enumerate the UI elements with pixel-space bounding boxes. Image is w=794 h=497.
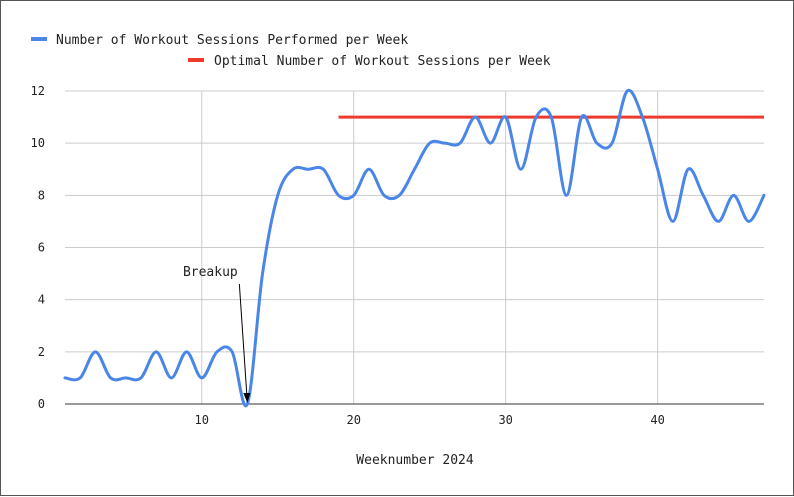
y-tick-label-0: 0 <box>38 397 45 411</box>
legend-label-optimal: Optimal Number of Workout Sessions per W… <box>214 54 551 69</box>
x-axis-title: Weeknumber 2024 <box>356 453 474 468</box>
legend-swatch-sessions <box>31 37 47 41</box>
y-axis-ticks: 0 2 4 6 8 10 12 <box>31 84 45 411</box>
legend-entry-optimal: Optimal Number of Workout Sessions per W… <box>188 54 551 69</box>
y-tick-label-6: 6 <box>38 241 45 255</box>
x-tick-label-10: 10 <box>195 413 209 427</box>
series-lines <box>65 90 764 406</box>
x-axis-ticks: 10 20 30 40 <box>195 413 665 427</box>
x-tick-label-20: 20 <box>346 413 360 427</box>
annotation-breakup-arrow <box>239 284 247 395</box>
x-tick-label-30: 30 <box>498 413 512 427</box>
y-tick-label-4: 4 <box>38 293 45 307</box>
series-line-sessions <box>65 90 764 406</box>
legend: Number of Workout Sessions Performed per… <box>31 33 551 69</box>
annotation-breakup-label: Breakup <box>183 265 238 280</box>
x-tick-label-40: 40 <box>650 413 664 427</box>
gridlines <box>65 91 764 404</box>
legend-swatch-optimal <box>188 58 204 62</box>
legend-label-sessions: Number of Workout Sessions Performed per… <box>56 33 408 48</box>
y-tick-label-12: 12 <box>31 84 45 98</box>
y-tick-label-2: 2 <box>38 345 45 359</box>
legend-entry-sessions: Number of Workout Sessions Performed per… <box>31 33 408 48</box>
y-tick-label-10: 10 <box>31 136 45 150</box>
y-tick-label-8: 8 <box>38 188 45 202</box>
